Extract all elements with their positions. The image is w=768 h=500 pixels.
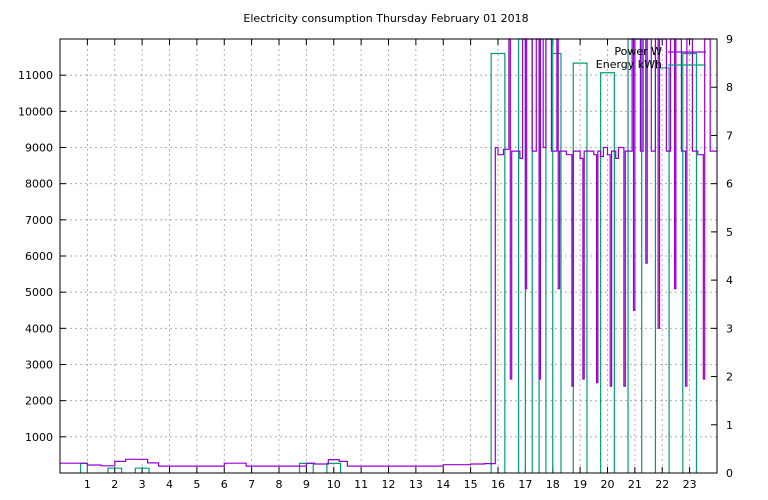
y-tick-label: 1000 [25,431,53,444]
y-tick-label: 9000 [25,142,53,155]
y2-tick-label: 2 [726,371,733,384]
x-tick-label: 18 [546,478,560,491]
x-tick-label: 12 [382,478,396,491]
y2-tick-label: 5 [726,226,733,239]
y-tick-label: 10000 [18,105,53,118]
x-tick-label: 8 [276,478,283,491]
axes: 1 2 3 4 5 6 7 8 9 10 11 12 13 14 15 16 17 18 19 20 21 22 23100… [18,33,733,491]
legend-label-energy: Energy kWh [596,58,662,71]
x-tick-label: 20 [601,478,615,491]
grid [60,39,717,473]
x-tick-label: 4 [166,478,173,491]
y-tick-label: 6000 [25,250,53,263]
y2-tick-label: 7 [726,129,733,142]
x-tick-label: 17 [518,478,532,491]
x-tick-label: 15 [464,478,478,491]
y2-tick-label: 3 [726,322,733,335]
x-tick-label: 5 [193,478,200,491]
x-tick-label: 16 [491,478,505,491]
x-tick-label: 1 [84,478,91,491]
y2-tick-label: 8 [726,81,733,94]
x-tick-label: 9 [303,478,310,491]
y2-tick-label: 0 [726,467,733,480]
y-tick-label: 5000 [25,286,53,299]
y2-tick-label: 4 [726,274,733,287]
x-tick-label: 3 [139,478,146,491]
x-tick-label: 6 [221,478,228,491]
y-tick-label: 7000 [25,214,53,227]
x-tick-label: 13 [409,478,423,491]
y-tick-label: 4000 [25,322,53,335]
y-tick-label: 11000 [18,69,53,82]
y-tick-label: 8000 [25,178,53,191]
y2-tick-label: 6 [726,178,733,191]
x-tick-label: 11 [354,478,368,491]
y2-tick-label: 9 [726,33,733,46]
y-tick-label: 3000 [25,359,53,372]
chart-title: Electricity consumption Thursday Februar… [243,12,528,25]
x-tick-label: 23 [683,478,697,491]
x-tick-label: 19 [573,478,587,491]
x-tick-label: 21 [628,478,642,491]
power-line [60,38,717,467]
y-tick-label: 2000 [25,395,53,408]
x-tick-label: 22 [655,478,669,491]
legend-label-power: Power W [614,45,662,58]
y2-tick-label: 1 [726,419,733,432]
x-tick-label: 10 [327,478,341,491]
plot-frame [59,38,718,474]
x-tick-label: 2 [111,478,118,491]
x-tick-label: 14 [436,478,450,491]
power-series [60,38,717,467]
x-tick-label: 7 [248,478,255,491]
legend: Power W Energy kWh [596,45,706,71]
